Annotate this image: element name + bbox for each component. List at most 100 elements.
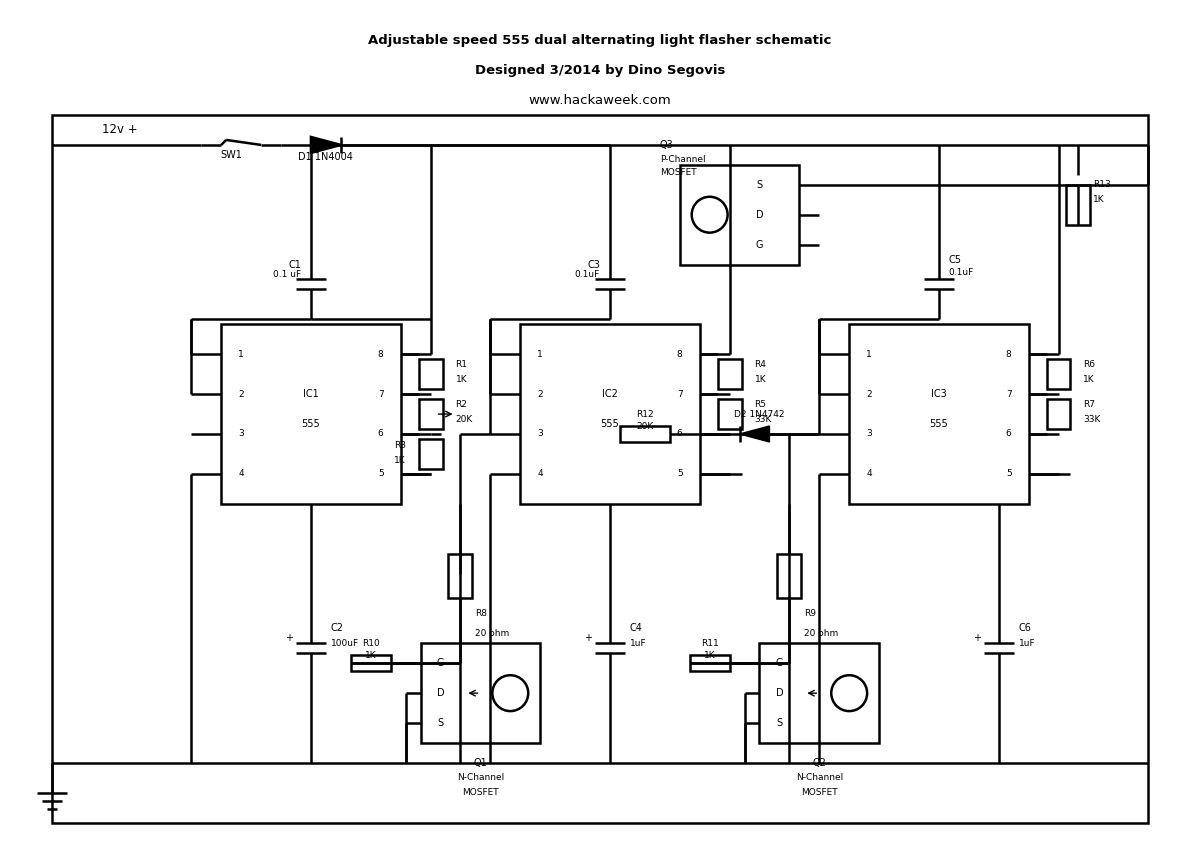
Bar — [350, 655, 391, 671]
Text: D: D — [437, 688, 444, 698]
Text: D: D — [756, 210, 763, 219]
Text: C1: C1 — [288, 259, 301, 270]
Text: SW1: SW1 — [221, 149, 242, 160]
Text: S: S — [756, 180, 762, 190]
Text: IC1: IC1 — [304, 389, 319, 399]
Text: 7: 7 — [677, 390, 683, 398]
Text: R1: R1 — [456, 359, 468, 369]
Text: C5: C5 — [949, 255, 962, 264]
Text: C2: C2 — [331, 623, 344, 633]
Bar — [718, 359, 742, 389]
Text: R13: R13 — [1093, 181, 1111, 189]
Text: 5: 5 — [677, 469, 683, 479]
Text: 1K: 1K — [365, 651, 377, 660]
Text: 8: 8 — [677, 350, 683, 359]
Text: Q3: Q3 — [660, 140, 673, 150]
Text: 5: 5 — [378, 469, 384, 479]
Text: 1: 1 — [239, 350, 244, 359]
Text: 4: 4 — [538, 469, 544, 479]
Text: 555: 555 — [930, 419, 948, 429]
Text: S: S — [438, 718, 444, 728]
Text: D1 1N4004: D1 1N4004 — [299, 152, 353, 162]
Text: 4: 4 — [239, 469, 244, 479]
Text: G: G — [437, 658, 444, 668]
Polygon shape — [311, 137, 341, 153]
Text: 100uF: 100uF — [331, 638, 359, 648]
Text: 7: 7 — [378, 390, 384, 398]
Text: D: D — [775, 688, 784, 698]
Bar — [419, 439, 443, 469]
Text: N-Channel: N-Channel — [457, 773, 504, 783]
Text: 1K: 1K — [1093, 195, 1105, 204]
Text: Designed 3/2014 by Dino Segovis: Designed 3/2014 by Dino Segovis — [475, 64, 725, 77]
Text: R2: R2 — [456, 399, 467, 409]
Text: 2: 2 — [538, 390, 544, 398]
Text: R8: R8 — [475, 609, 487, 618]
Text: Q2: Q2 — [812, 758, 827, 768]
Text: 6: 6 — [378, 429, 384, 439]
Bar — [449, 554, 473, 599]
Text: 1uF: 1uF — [1019, 638, 1036, 648]
Bar — [420, 644, 540, 743]
Bar — [760, 644, 880, 743]
Text: 8: 8 — [1006, 350, 1012, 359]
Text: 20 ohm: 20 ohm — [804, 629, 839, 638]
Text: P-Channel: P-Channel — [660, 156, 706, 164]
Text: C4: C4 — [630, 623, 643, 633]
Text: 3: 3 — [239, 429, 244, 439]
Text: 6: 6 — [677, 429, 683, 439]
Text: MOSFET: MOSFET — [800, 788, 838, 797]
Text: 3: 3 — [538, 429, 544, 439]
Text: G: G — [756, 239, 763, 250]
Text: 1K: 1K — [456, 375, 467, 384]
Text: R6: R6 — [1084, 359, 1096, 369]
Text: 1K: 1K — [704, 651, 715, 660]
Bar — [52, 115, 1148, 823]
Bar — [690, 655, 730, 671]
Text: N-Channel: N-Channel — [796, 773, 842, 783]
Bar — [521, 324, 700, 504]
Text: Adjustable speed 555 dual alternating light flasher schematic: Adjustable speed 555 dual alternating li… — [368, 34, 832, 47]
Text: D2 1N4742: D2 1N4742 — [734, 410, 785, 418]
Text: 5: 5 — [1006, 469, 1012, 479]
Text: 2: 2 — [866, 390, 872, 398]
Text: 33K: 33K — [1084, 415, 1100, 423]
Text: R12: R12 — [636, 410, 654, 418]
Text: 3: 3 — [866, 429, 872, 439]
Text: +: + — [584, 633, 592, 644]
Text: R10: R10 — [362, 638, 379, 648]
Text: C6: C6 — [1019, 623, 1032, 633]
Text: 1uF: 1uF — [630, 638, 647, 648]
Text: 8: 8 — [378, 350, 384, 359]
Text: 20 ohm: 20 ohm — [475, 629, 510, 638]
Text: 2: 2 — [239, 390, 244, 398]
Text: C3: C3 — [587, 259, 600, 270]
Text: G: G — [775, 658, 784, 668]
Bar — [620, 426, 670, 442]
Text: 555: 555 — [301, 419, 320, 429]
Text: 12v +: 12v + — [102, 124, 137, 137]
Text: 33K: 33K — [755, 415, 772, 423]
Text: +: + — [973, 633, 980, 644]
Text: 1: 1 — [866, 350, 872, 359]
Bar — [778, 554, 802, 599]
Text: 1K: 1K — [1084, 375, 1096, 384]
Text: MOSFET: MOSFET — [462, 788, 499, 797]
Text: 20K: 20K — [636, 422, 654, 430]
Text: 1K: 1K — [755, 375, 766, 384]
Text: IC3: IC3 — [931, 389, 947, 399]
Bar — [1067, 185, 1091, 225]
Text: R5: R5 — [755, 399, 767, 409]
Bar — [679, 165, 799, 264]
Text: Q1: Q1 — [474, 758, 487, 768]
Text: R9: R9 — [804, 609, 816, 618]
Bar — [850, 324, 1028, 504]
Text: S: S — [776, 718, 782, 728]
Text: 0.1 uF: 0.1 uF — [272, 270, 301, 279]
Text: +: + — [284, 633, 293, 644]
Bar — [1046, 359, 1070, 389]
Text: 0.1uF: 0.1uF — [949, 268, 974, 277]
Text: R11: R11 — [701, 638, 719, 648]
Bar — [419, 399, 443, 429]
Text: 7: 7 — [1006, 390, 1012, 398]
